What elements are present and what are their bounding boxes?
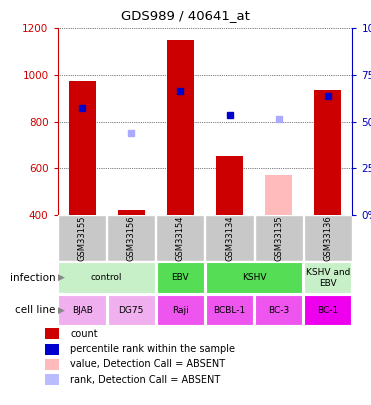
Bar <box>157 295 204 326</box>
Text: ▶: ▶ <box>58 306 65 315</box>
Text: rank, Detection Call = ABSENT: rank, Detection Call = ABSENT <box>70 375 220 385</box>
Bar <box>156 215 204 261</box>
Text: GSM33154: GSM33154 <box>176 215 185 261</box>
Text: KSHV: KSHV <box>242 273 266 282</box>
Text: BC-3: BC-3 <box>268 306 289 315</box>
Text: GSM33155: GSM33155 <box>78 215 86 261</box>
Bar <box>58 215 106 261</box>
Text: Raji: Raji <box>172 306 189 315</box>
Text: KSHV and
EBV: KSHV and EBV <box>306 268 350 288</box>
Bar <box>45 375 59 386</box>
Text: ▶: ▶ <box>58 273 65 282</box>
Text: BJAB: BJAB <box>72 306 92 315</box>
Text: BCBL-1: BCBL-1 <box>213 306 246 315</box>
Bar <box>255 295 302 326</box>
Bar <box>118 210 145 215</box>
Text: DG75: DG75 <box>119 306 144 315</box>
Text: GSM33135: GSM33135 <box>274 215 283 261</box>
Bar <box>265 175 292 215</box>
Bar <box>108 295 155 326</box>
Bar <box>69 81 96 215</box>
Text: percentile rank within the sample: percentile rank within the sample <box>70 344 235 354</box>
Text: control: control <box>91 273 122 282</box>
Bar <box>206 295 253 326</box>
Bar <box>255 215 303 261</box>
Bar <box>304 295 351 326</box>
Bar <box>157 262 204 294</box>
Text: GSM33136: GSM33136 <box>324 215 332 261</box>
Bar <box>304 262 351 294</box>
Bar <box>216 156 243 215</box>
Text: GSM33134: GSM33134 <box>225 215 234 261</box>
Text: GSM33156: GSM33156 <box>127 215 136 261</box>
Text: infection: infection <box>10 273 56 283</box>
Bar <box>206 262 302 294</box>
Bar <box>107 215 155 261</box>
Text: value, Detection Call = ABSENT: value, Detection Call = ABSENT <box>70 360 226 369</box>
Bar <box>59 295 106 326</box>
Text: cell line: cell line <box>15 305 56 315</box>
Bar <box>167 40 194 215</box>
Text: count: count <box>70 329 98 339</box>
Bar <box>45 359 59 370</box>
Text: EBV: EBV <box>171 273 189 282</box>
Bar <box>45 328 59 339</box>
Bar <box>206 215 254 261</box>
Bar <box>45 344 59 355</box>
Text: GDS989 / 40641_at: GDS989 / 40641_at <box>121 9 250 22</box>
Text: BC-1: BC-1 <box>317 306 338 315</box>
Bar <box>59 262 155 294</box>
Bar <box>314 90 341 215</box>
Bar <box>304 215 352 261</box>
